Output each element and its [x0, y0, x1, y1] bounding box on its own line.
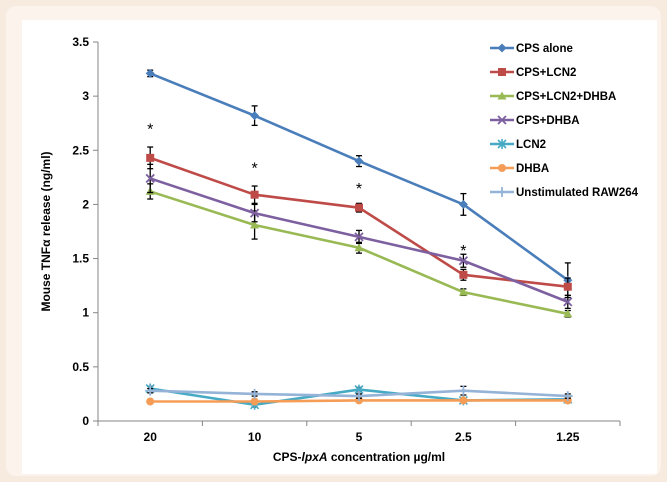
data-point	[145, 385, 156, 396]
data-point	[354, 232, 364, 242]
x-axis-title-suffix: concentration µg/ml	[328, 450, 446, 464]
legend-item: CPS+LCN2+DHBA	[490, 91, 616, 103]
y-tick-label: 2	[82, 197, 89, 211]
data-point	[249, 388, 260, 399]
chart-panel: 0 0.5 1 1.5 2 2.5 3 3.5 20 10 5 2.5 1.25 * * * * CPS al…	[22, 20, 657, 474]
legend-swatch-marker	[498, 68, 506, 76]
x-tick-label: 10	[248, 430, 262, 444]
data-point	[563, 309, 573, 318]
x-axis-title-italic: lpxA	[302, 450, 328, 464]
legend-item: Unstimulated RAW264	[490, 187, 639, 199]
legend-swatch-marker	[497, 91, 507, 100]
series-group	[145, 68, 573, 410]
legend-label: CPS+LCN2+DHBA	[516, 91, 616, 103]
tnf-release-line-chart: 0 0.5 1 1.5 2 2.5 3 3.5 20 10 5 2.5 1.25 * * * * CPS al…	[39, 35, 639, 464]
legend-label: CPS+DHBA	[516, 115, 580, 127]
legend-swatch-marker	[497, 43, 507, 53]
significance-star: *	[356, 181, 362, 198]
data-point	[458, 287, 468, 296]
legend-item: DHBA	[490, 163, 549, 175]
series-line	[149, 156, 568, 289]
axes: 0 0.5 1 1.5 2 2.5 3 3.5 20 10 5 2.5 1.25	[72, 35, 621, 444]
legend-swatch-marker	[497, 115, 507, 125]
data-point	[250, 190, 259, 199]
data-point	[250, 397, 259, 406]
legend-swatch-marker	[498, 164, 506, 172]
data-point	[563, 297, 573, 307]
y-tick-label: 3	[82, 89, 89, 103]
significance-star: *	[147, 122, 153, 139]
x-axis-title: CPS-lpxA concentration µg/ml	[273, 450, 445, 464]
significance-star: *	[460, 243, 466, 260]
data-point	[146, 153, 155, 162]
x-tick-label: 2.5	[455, 430, 472, 444]
data-point	[250, 111, 260, 121]
data-point	[249, 208, 260, 218]
data-point	[458, 199, 468, 209]
data-point	[458, 256, 469, 266]
significance-annotations: * * * *	[147, 122, 466, 260]
legend: CPS alone CPS+LCN2 CPS+LCN2+DHBA CPS+DHBA LC…	[490, 43, 639, 199]
data-point	[145, 68, 155, 78]
data-point	[458, 385, 469, 396]
y-tick-label: 1	[82, 306, 89, 320]
legend-swatch-marker	[497, 187, 507, 197]
x-tick-label: 20	[144, 430, 158, 444]
legend-label: DHBA	[516, 163, 549, 175]
legend-item: CPS+LCN2	[490, 67, 576, 79]
y-tick-label: 1.5	[72, 252, 89, 266]
y-tick-label: 0	[82, 414, 89, 428]
legend-label: CPS+LCN2	[516, 67, 576, 79]
significance-star: *	[251, 161, 257, 178]
legend-item: LCN2	[490, 139, 546, 151]
data-point	[146, 397, 155, 406]
data-point	[459, 396, 468, 405]
data-point	[563, 282, 572, 291]
series-unstimulated-raw264	[145, 385, 573, 402]
data-point	[354, 391, 364, 402]
legend-label: LCN2	[516, 139, 546, 151]
y-tick-label: 0.5	[72, 360, 89, 374]
x-tick-label: 5	[356, 430, 363, 444]
x-tick-label: 1.25	[556, 430, 580, 444]
data-point	[145, 173, 155, 184]
y-tick-label: 3.5	[72, 35, 89, 49]
data-point	[355, 203, 363, 212]
data-point	[354, 156, 364, 166]
data-point	[459, 270, 468, 279]
legend-swatch-marker	[497, 139, 507, 149]
legend-label: Unstimulated RAW264	[516, 187, 639, 199]
y-axis-title: Mouse TNFα release (ng/ml)	[39, 151, 53, 311]
legend-item: CPS alone	[490, 43, 573, 55]
data-point	[562, 391, 573, 402]
x-axis-title-prefix: CPS-	[273, 450, 302, 464]
series-cps-dhba	[145, 163, 573, 310]
series-cps-lcn2	[146, 146, 572, 297]
figure-frame: 0 0.5 1 1.5 2 2.5 3 3.5 20 10 5 2.5 1.25 * * * * CPS al…	[6, 6, 661, 476]
legend-item: CPS+DHBA	[490, 115, 580, 127]
legend-label: CPS alone	[516, 43, 573, 55]
y-tick-label: 2.5	[72, 143, 89, 157]
data-point	[250, 220, 260, 229]
data-point	[354, 243, 364, 252]
